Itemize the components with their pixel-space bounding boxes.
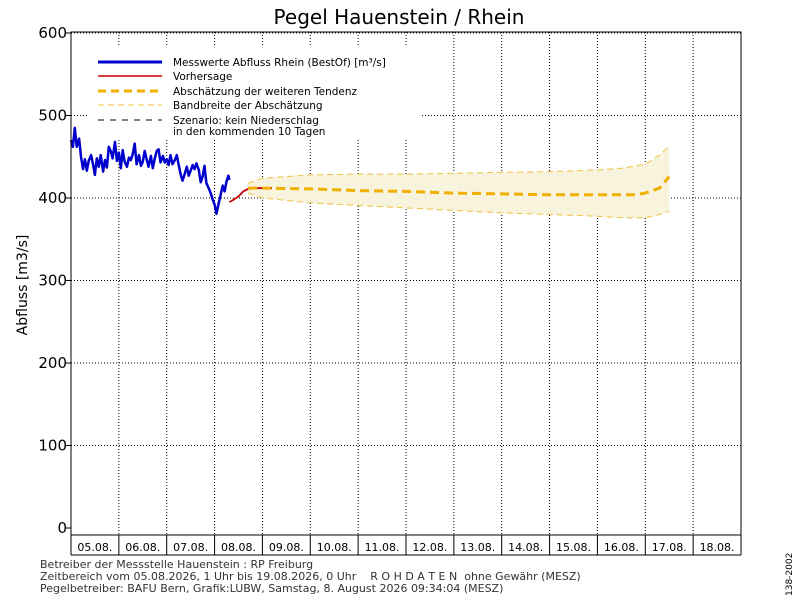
x-tick-label: 10.08. [317, 541, 352, 554]
footer-operator: Betreiber der Messstelle Hauenstein : RP… [40, 558, 314, 571]
series-trend-line [248, 175, 671, 197]
legend-label-scenario-2: in den kommenden 10 Tagen [173, 126, 325, 138]
legend-label-scenario-1: Szenario: kein Niederschlag [173, 115, 319, 127]
y-axis: 0 100 200 300 400 500 600 [38, 24, 71, 537]
chart-title: Pegel Hauenstein / Rhein [274, 5, 525, 29]
x-tick-label: 06.08. [125, 541, 160, 554]
x-tick-label: 05.08. [77, 541, 112, 554]
x-tick-label: 08.08. [221, 541, 256, 554]
y-tick-label: 200 [38, 354, 67, 372]
legend-label-trend: Abschätzung der weiteren Tendenz [173, 86, 358, 98]
x-tick-label: 12.08. [412, 541, 447, 554]
y-tick-label: 500 [38, 107, 67, 125]
x-tick-label: 09.08. [269, 541, 304, 554]
y-axis-label: Abfluss [m3/s] [15, 235, 31, 336]
x-tick-label: 18.08. [700, 541, 735, 554]
x-axis: 05.08. 06.08. 07.08. 08.08. 09.08. 10.08. 11.0… [70, 535, 742, 556]
series-forecast-line [228, 187, 272, 203]
series-measured-line [69, 126, 231, 215]
legend-label-forecast: Vorhersage [173, 71, 232, 83]
x-tick-label: 07.08. [173, 541, 208, 554]
legend: Messwerte Abfluss Rhein (BestOf) [m³/s] … [88, 47, 421, 139]
y-tick-label: 100 [38, 437, 67, 455]
y-tick-label: 300 [38, 272, 67, 290]
y-tick-label: 0 [57, 519, 67, 537]
series-layer [69, 126, 671, 215]
x-tick-label: 16.08. [604, 541, 639, 554]
legend-label-band: Bandbreite der Abschätzung [173, 100, 323, 112]
y-tick-label: 600 [38, 24, 67, 42]
band-layer [247, 145, 670, 219]
legend-label-measured: Messwerte Abfluss Rhein (BestOf) [m³/s] [173, 57, 386, 69]
band-upper-line [247, 145, 670, 184]
band-lower-line [247, 192, 670, 219]
x-tick-label: 15.08. [556, 541, 591, 554]
band-fill [248, 146, 670, 218]
y-tick-label: 400 [38, 189, 67, 207]
x-tick-label: 11.08. [365, 541, 400, 554]
x-tick-label: 14.08. [508, 541, 543, 554]
side-code: 138-2002 [785, 552, 795, 596]
footer-credits: Pegelbetreiber: BAFU Bern, Grafik:LUBW, … [40, 582, 504, 595]
footer-timerange: Zeitbereich vom 05.08.2026, 1 Uhr bis 19… [40, 570, 581, 583]
x-tick-label: 13.08. [460, 541, 495, 554]
x-tick-label: 17.08. [652, 541, 687, 554]
